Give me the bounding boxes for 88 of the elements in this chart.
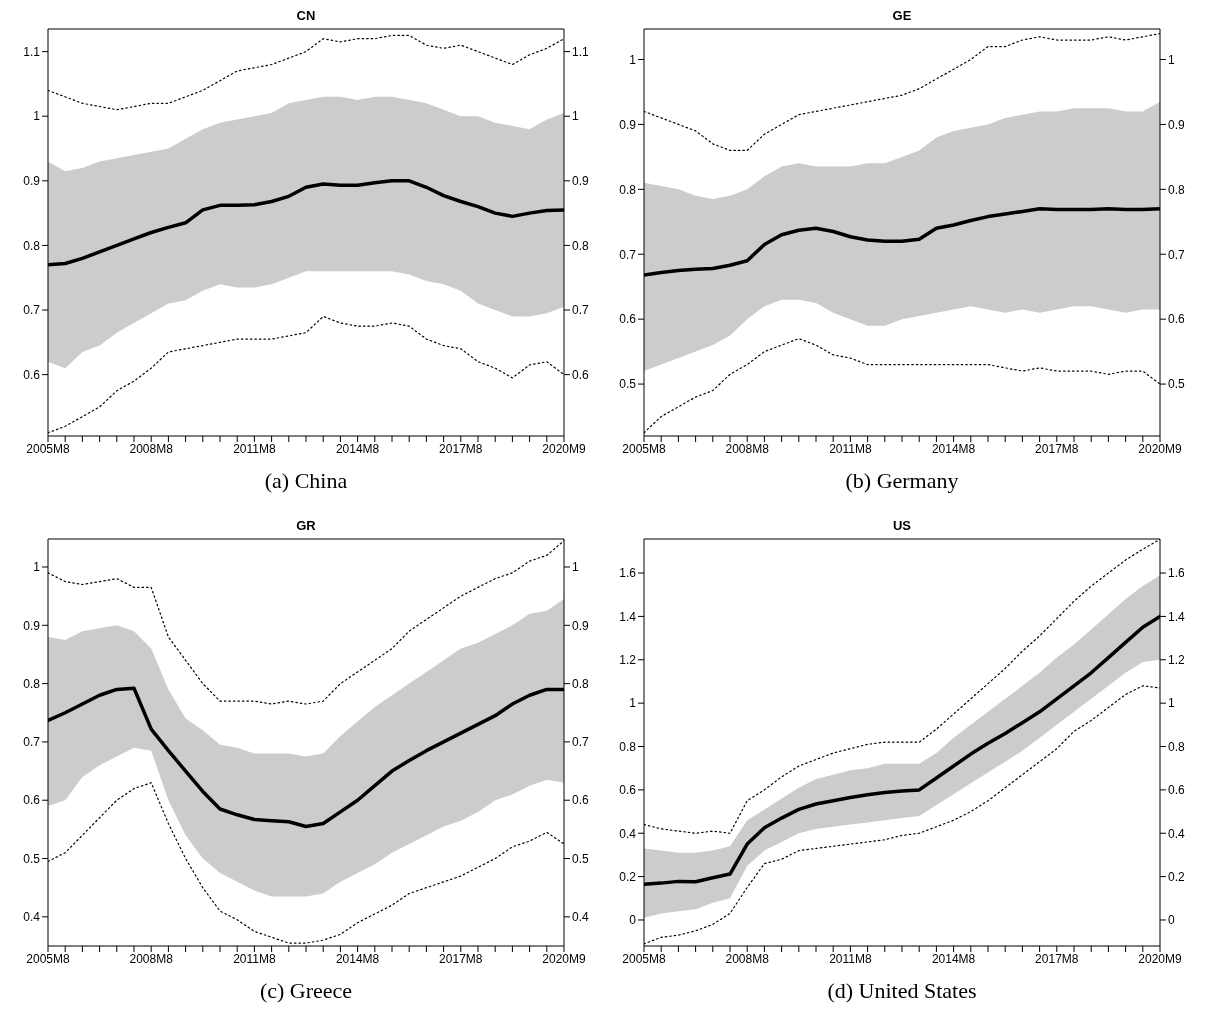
x-tick-label: 2017M8 (439, 441, 483, 456)
x-tick-label: 2008M8 (725, 441, 770, 456)
x-tick-label: 2011M8 (233, 951, 276, 966)
text: (a) China (263, 468, 349, 494)
y-tick-label: 0.7 (23, 735, 41, 750)
y-tick-label: 1.1 (23, 44, 41, 59)
x-tick-label: 2017M8 (1035, 441, 1079, 456)
x-tick-label: 2020M9 (1138, 441, 1182, 456)
chart-title: CN (295, 8, 317, 24)
y-tick-label: 0.6 (619, 783, 637, 798)
y-tick-label: 0.8 (23, 676, 41, 691)
y-tick-label: 0.4 (23, 910, 41, 925)
y2-tick-label: 1.2 (1168, 653, 1186, 668)
chart-title: US (891, 518, 913, 534)
y-tick-label: 1.6 (619, 566, 637, 581)
y2-tick-label: 0.7 (1168, 247, 1186, 262)
text: (d) United States (826, 978, 978, 1004)
y-tick-label: 0.7 (23, 303, 41, 318)
x-tick-label: 2008M8 (129, 441, 174, 456)
y2-tick-label: 0.8 (1168, 739, 1186, 754)
y2-tick-label: 0.7 (572, 303, 590, 318)
x-tick-label: 2005M8 (622, 441, 666, 456)
x-tick-label: 2005M8 (622, 951, 666, 966)
x-tick-label: 2011M8 (829, 951, 872, 966)
y2-tick-label: 0.6 (572, 367, 590, 382)
x-tick-label: 2020M9 (1138, 951, 1182, 966)
y2-tick-label: 1.6 (1168, 566, 1186, 581)
y2-tick-label: 0.9 (572, 618, 590, 633)
x-tick-label: 2011M8 (829, 441, 872, 456)
y-tick-label: 0.6 (23, 793, 41, 808)
y2-tick-label: 1 (1168, 52, 1175, 67)
y-tick-label: 1.4 (619, 609, 637, 624)
x-tick-label: 2014M8 (931, 441, 976, 456)
y-tick-label: 0.9 (23, 618, 41, 633)
y2-tick-label: 0.4 (1168, 826, 1186, 841)
x-tick-label: 2014M8 (335, 951, 380, 966)
y2-tick-label: 1.1 (572, 44, 590, 59)
y-tick-label: 0.5 (23, 851, 41, 866)
y2-tick-label: 0.2 (1168, 869, 1186, 884)
y-tick-label: 0.2 (619, 869, 637, 884)
x-tick-label: 2008M8 (129, 951, 174, 966)
x-tick-label: 2014M8 (931, 951, 976, 966)
chart-title: GR (295, 518, 317, 534)
y2-tick-label: 0.8 (572, 238, 590, 253)
y2-tick-label: 0.8 (1168, 182, 1186, 197)
y-tick-label: 0.6 (23, 367, 41, 382)
y-tick-label: 1 (33, 109, 41, 124)
x-tick-label: 2014M8 (335, 441, 380, 456)
y-tick-label: 0.6 (619, 312, 637, 327)
y-tick-label: 0.4 (619, 826, 637, 841)
y2-tick-label: 0 (1168, 913, 1175, 928)
y-tick-label: 0.7 (619, 247, 637, 262)
y2-tick-label: 0.6 (1168, 783, 1186, 798)
y2-tick-label: 0.8 (572, 676, 590, 691)
y2-tick-label: 0.6 (1168, 312, 1186, 327)
y2-tick-label: 0.7 (572, 735, 590, 750)
text: (b) Germany (844, 468, 960, 494)
y2-tick-label: 0.9 (1168, 117, 1186, 132)
y2-tick-label: 1.4 (1168, 609, 1186, 624)
y-tick-label: 0 (629, 913, 637, 928)
y-tick-label: 0.8 (23, 238, 41, 253)
x-tick-label: 2008M8 (725, 951, 770, 966)
y2-tick-label: 1 (572, 560, 579, 575)
x-tick-label: 2020M9 (542, 441, 586, 456)
y-tick-label: 0.8 (619, 739, 637, 754)
y2-tick-label: 0.9 (572, 174, 590, 189)
y2-tick-label: 1 (1168, 696, 1175, 711)
y-tick-label: 1.2 (619, 653, 637, 668)
y-tick-label: 0.9 (619, 117, 637, 132)
text: (c) Greece (258, 978, 354, 1004)
x-tick-label: 2005M8 (26, 951, 70, 966)
y-tick-label: 0.5 (619, 377, 637, 392)
y2-tick-label: 1 (572, 109, 579, 124)
y2-tick-label: 0.6 (572, 793, 590, 808)
x-tick-label: 2017M8 (439, 951, 483, 966)
x-tick-label: 2017M8 (1035, 951, 1079, 966)
y-tick-label: 0.9 (23, 174, 41, 189)
x-tick-label: 2011M8 (233, 441, 276, 456)
y2-tick-label: 0.4 (572, 910, 590, 925)
x-tick-label: 2005M8 (26, 441, 70, 456)
y2-tick-label: 0.5 (572, 851, 590, 866)
y-tick-label: 1 (629, 52, 637, 67)
y2-tick-label: 0.5 (1168, 377, 1186, 392)
x-tick-label: 2020M9 (542, 951, 586, 966)
y-tick-label: 1 (33, 560, 41, 575)
y-tick-label: 1 (629, 696, 637, 711)
y-tick-label: 0.8 (619, 182, 637, 197)
chart-title: GE (891, 8, 913, 24)
